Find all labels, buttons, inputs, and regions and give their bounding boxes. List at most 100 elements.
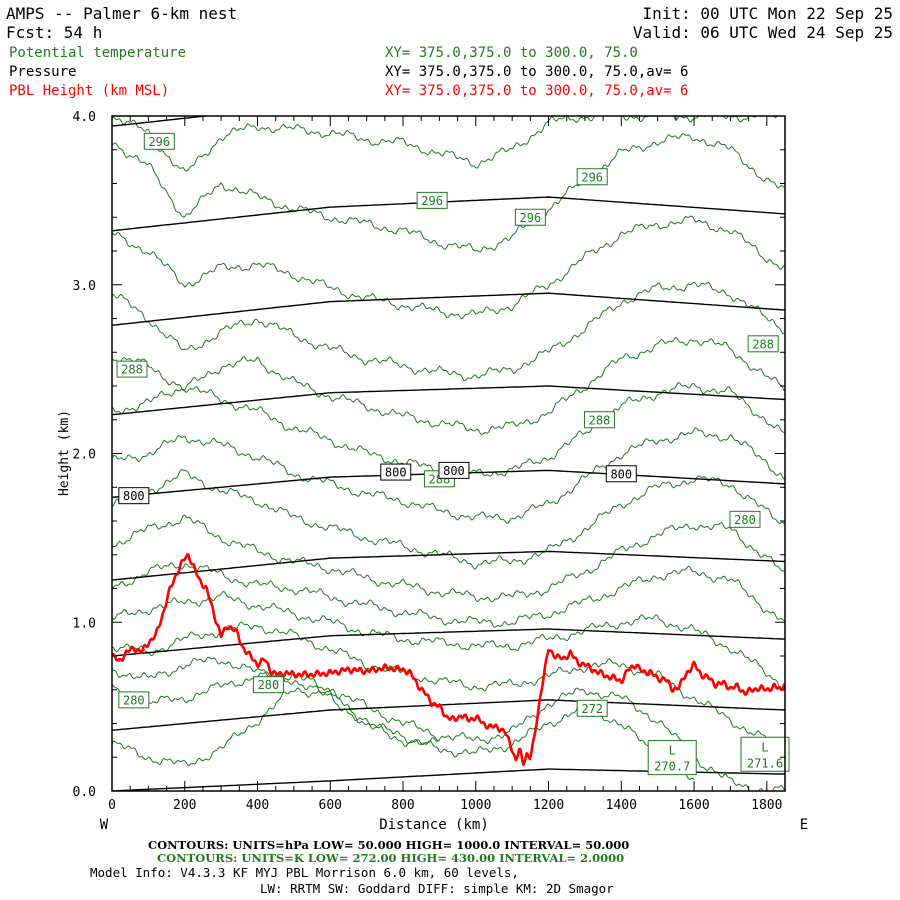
pbl-point xyxy=(533,739,535,742)
y-axis-label: Height (km) xyxy=(57,410,72,496)
pbl-point xyxy=(162,613,164,615)
pbl-point xyxy=(126,652,128,654)
pbl-point xyxy=(147,641,149,644)
pbl-point xyxy=(522,763,524,765)
east-label: E xyxy=(800,817,808,833)
contour-label: 272 xyxy=(576,699,608,717)
contour-label: 296 xyxy=(576,168,608,186)
pbl-point xyxy=(140,652,142,654)
pbl-point xyxy=(286,672,288,674)
x-tick-label: 0 xyxy=(108,798,116,813)
field-theta-xy: XY= 375.0,375.0 to 300.0, 75.0 xyxy=(385,45,638,61)
extremum-value: 270.7 xyxy=(654,760,690,774)
model-info: Model Info: V4.3.3 KF MYJ PBL Morrison 6… xyxy=(90,865,519,880)
theta-contour-line xyxy=(112,656,785,791)
pbl-point xyxy=(366,670,368,672)
pbl-height-line xyxy=(112,553,785,767)
pbl-point xyxy=(187,554,189,556)
contour-label-text: 800 xyxy=(385,466,407,480)
pbl-point xyxy=(409,672,411,674)
contour-label: 296 xyxy=(514,208,546,226)
contour-label-text: 296 xyxy=(421,194,443,208)
pbl-point xyxy=(293,674,295,676)
pbl-point xyxy=(635,663,637,666)
x-tick-label: 1400 xyxy=(606,798,637,813)
pbl-point xyxy=(686,672,688,674)
pbl-point xyxy=(555,655,557,657)
pbl-point xyxy=(264,658,266,661)
pbl-point xyxy=(657,679,659,681)
pbl-point xyxy=(518,748,521,750)
pbl-point xyxy=(628,668,630,671)
pressure-contour-line xyxy=(112,196,785,232)
contour-label-text: 280 xyxy=(734,513,756,527)
pressure-contour-line xyxy=(112,550,785,581)
x-tick-label: 1600 xyxy=(678,798,709,813)
contour-label-text: 296 xyxy=(520,211,542,225)
pbl-point xyxy=(133,647,135,649)
plot-frame xyxy=(111,115,786,792)
pbl-point xyxy=(402,668,404,671)
pbl-point xyxy=(431,702,433,704)
pbl-point xyxy=(220,635,222,637)
contour-label: 296 xyxy=(416,191,448,209)
pbl-point xyxy=(329,672,331,674)
contour-label-text: 280 xyxy=(123,693,145,707)
pbl-point xyxy=(206,587,208,590)
contour-label: 288 xyxy=(116,360,148,378)
pbl-point xyxy=(758,687,761,689)
pressure-contours xyxy=(112,116,785,791)
x-tick-label: 1000 xyxy=(460,798,491,813)
contour-label: 296 xyxy=(143,132,175,150)
pbl-point xyxy=(540,689,542,691)
x-tick-label: 800 xyxy=(391,798,414,813)
low-extremum-marker: L 271.6 xyxy=(740,736,790,772)
contour-label: 800 xyxy=(380,463,412,481)
pressure-contour-line xyxy=(112,116,213,127)
y-tick-label: 3.0 xyxy=(73,279,96,294)
pbl-point xyxy=(384,667,386,669)
pbl-point xyxy=(744,692,746,694)
theta-contour-line xyxy=(112,116,785,172)
pbl-point xyxy=(766,689,768,691)
contour-label-text: 800 xyxy=(443,464,465,478)
pbl-height-series xyxy=(112,553,785,767)
theta-contour-line xyxy=(112,469,785,570)
pbl-point xyxy=(467,719,470,721)
pbl-point xyxy=(708,677,710,679)
contour-label-text: 288 xyxy=(121,363,143,377)
contour-label-text: 296 xyxy=(148,135,170,149)
extremum-label: L xyxy=(669,744,676,758)
pbl-point xyxy=(526,753,528,755)
theta-contour-info: CONTOURS: UNITS=K LOW= 272.00 HIGH= 430.… xyxy=(157,851,624,865)
pbl-point xyxy=(591,668,593,671)
init-time: Init: 00 UTC Mon 22 Sep 25 xyxy=(643,4,893,23)
pbl-point xyxy=(311,674,313,676)
theta-contour-line xyxy=(112,562,785,628)
low-extremum-marker: L 270.7 xyxy=(647,740,697,776)
pbl-point xyxy=(453,719,455,721)
y-tick-label: 1.0 xyxy=(73,616,96,631)
theta-contour-line xyxy=(112,621,785,753)
pbl-point xyxy=(569,652,572,654)
pbl-point xyxy=(544,668,546,671)
pbl-point xyxy=(642,672,644,674)
theta-contour-line xyxy=(112,215,785,320)
pbl-point xyxy=(678,685,681,688)
pbl-point xyxy=(649,670,652,672)
contour-label-text: 296 xyxy=(581,170,603,184)
pbl-point xyxy=(438,706,440,708)
pbl-point xyxy=(584,663,586,666)
pbl-point xyxy=(249,655,251,657)
x-tick-label: 400 xyxy=(246,798,269,813)
pbl-point xyxy=(184,557,186,559)
contour-label-text: 272 xyxy=(581,702,603,716)
x-tick-label: 600 xyxy=(319,798,342,813)
x-tick-label: 1200 xyxy=(533,798,564,813)
contour-labels: 2962962962962882882882882802802802728008… xyxy=(116,132,790,776)
pbl-point xyxy=(489,726,491,728)
pbl-point xyxy=(475,716,477,718)
x-tick-label: 1800 xyxy=(751,798,782,813)
pbl-point xyxy=(620,680,622,682)
pbl-point xyxy=(737,685,739,688)
